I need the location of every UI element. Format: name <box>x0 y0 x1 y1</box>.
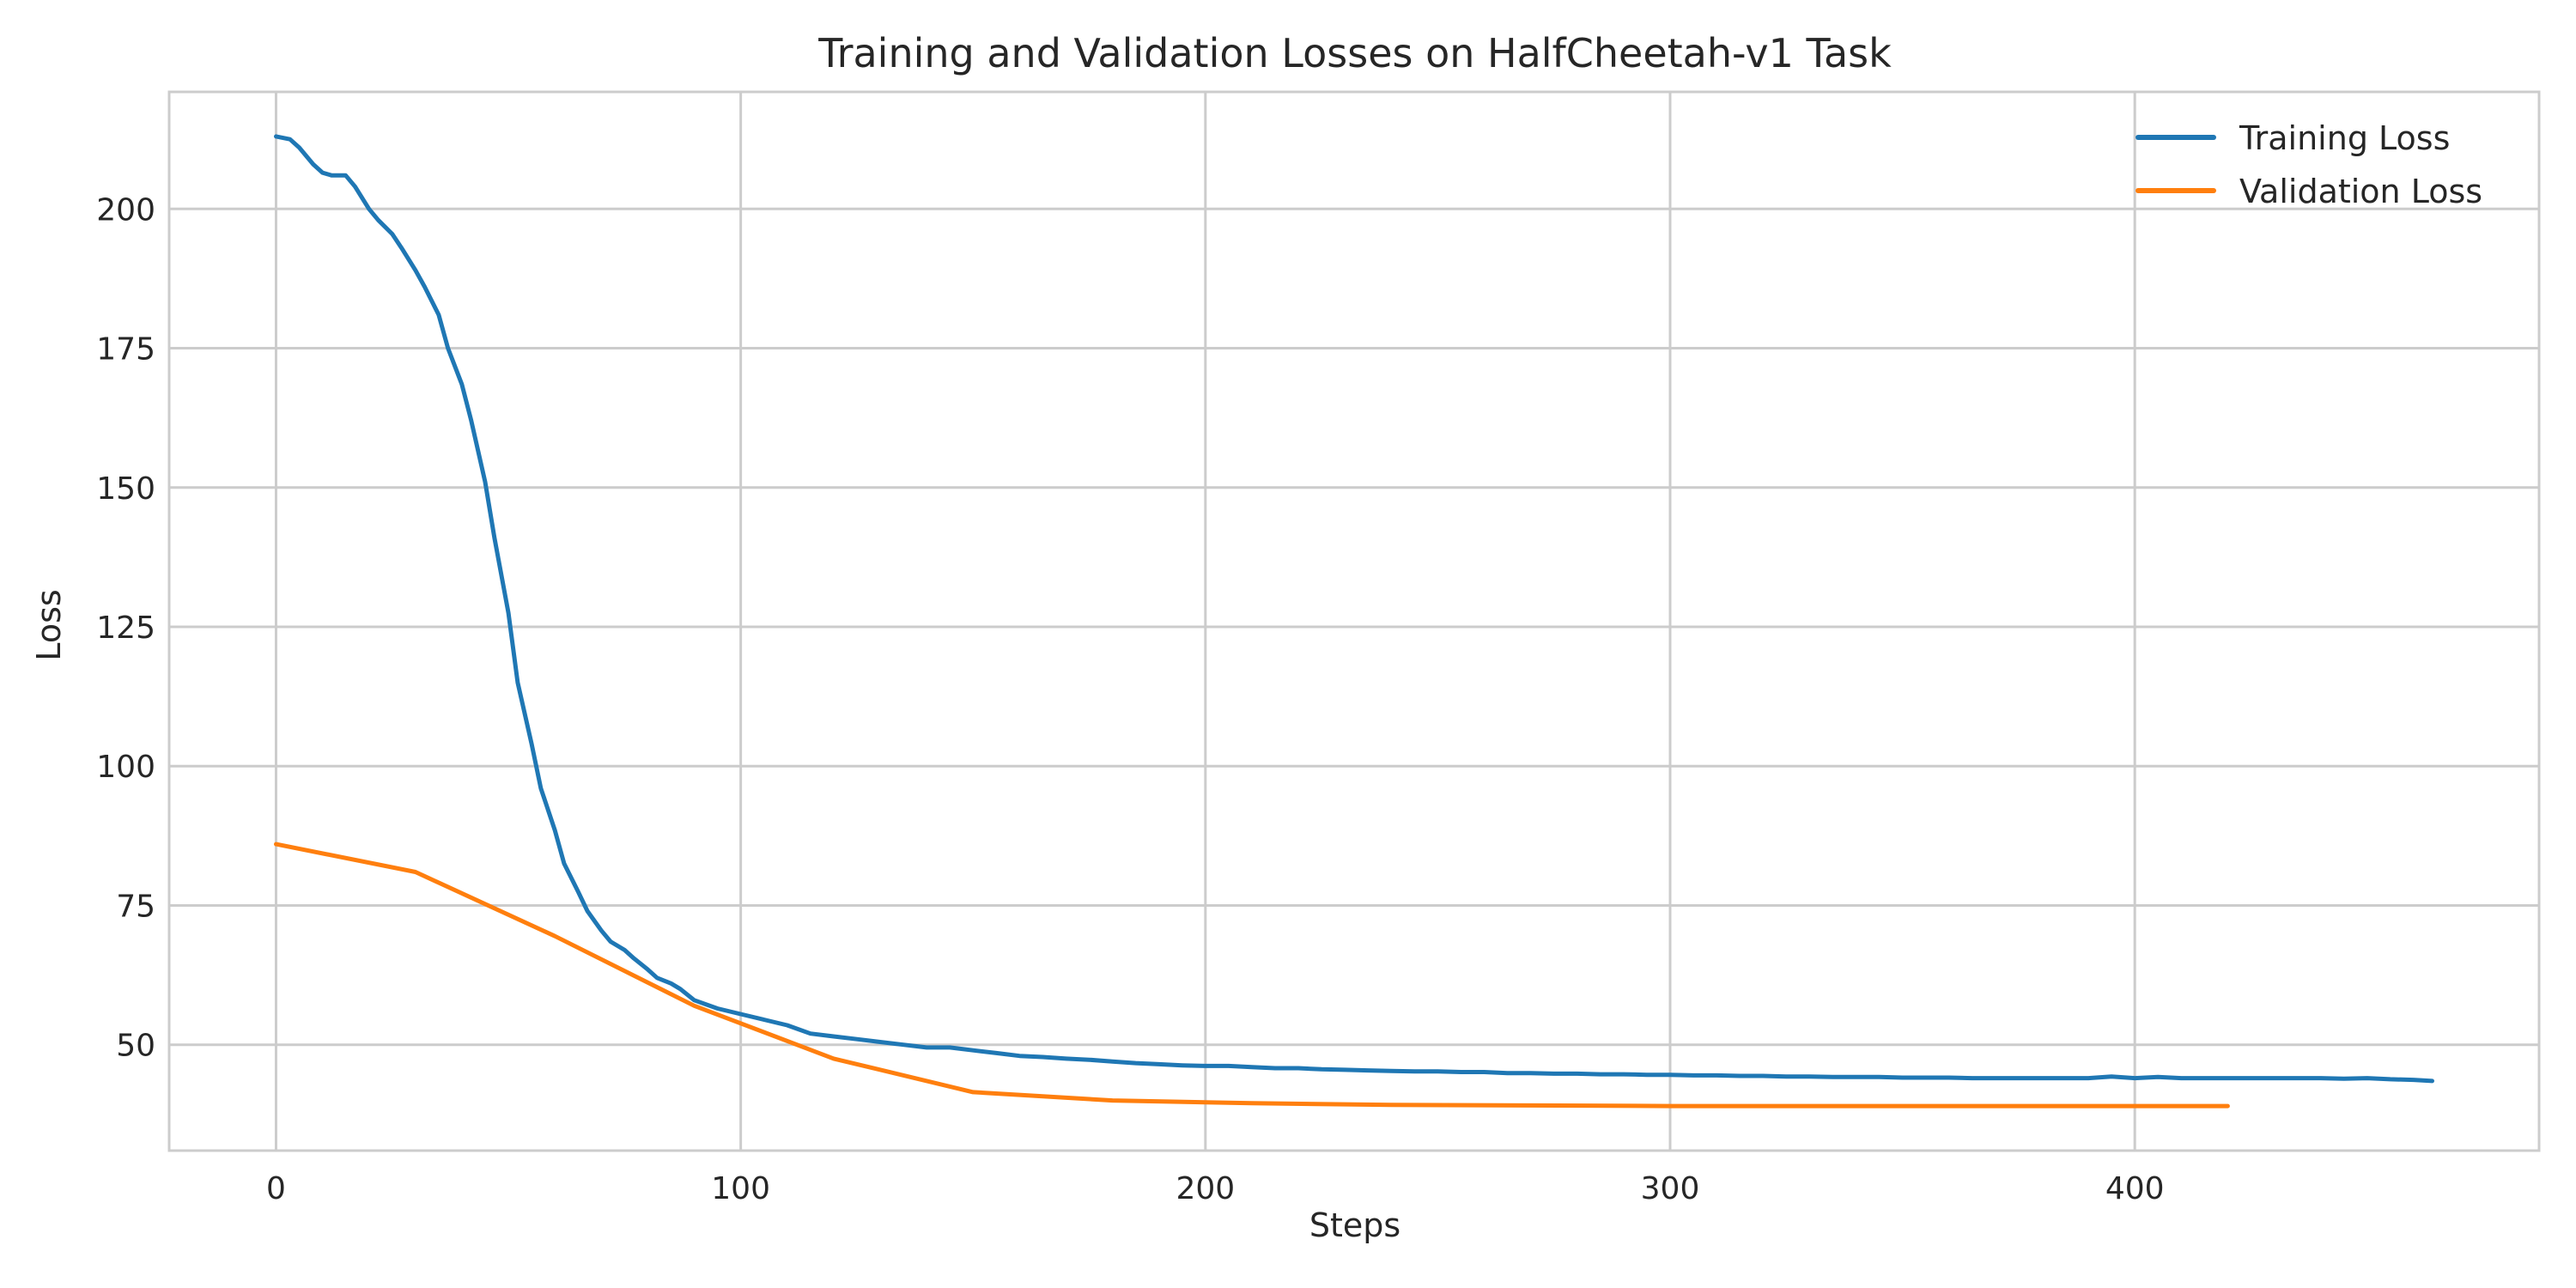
y-axis-label: Loss <box>30 589 68 660</box>
y-tick-label: 100 <box>96 750 155 785</box>
x-tick-label: 0 <box>266 1171 286 1206</box>
plot-area <box>274 134 2434 1109</box>
y-tick-label: 150 <box>96 471 155 507</box>
x-tick-label: 100 <box>711 1171 770 1206</box>
chart-title: Training and Validation Losses on HalfCh… <box>817 30 1892 76</box>
series-line-training-loss <box>274 134 2434 1084</box>
legend-label: Training Loss <box>2239 119 2450 157</box>
plot-frame <box>167 90 2541 1152</box>
legend: Training Loss Validation Loss <box>2136 119 2482 210</box>
x-tick-label: 400 <box>2105 1171 2165 1206</box>
series-line-validation-loss <box>274 841 2230 1109</box>
tick-labels: 0 100 200 300 400 50 75 100 125 150 175 200 <box>96 192 2164 1206</box>
x-tick-label: 300 <box>1641 1171 1700 1206</box>
legend-label: Validation Loss <box>2239 173 2482 210</box>
y-tick-label: 75 <box>116 889 155 924</box>
y-tick-label: 175 <box>96 332 155 368</box>
y-tick-label: 200 <box>96 192 155 228</box>
x-axis-label: Steps <box>1309 1206 1400 1244</box>
grid-lines <box>169 92 2539 1151</box>
y-tick-label: 50 <box>116 1029 155 1064</box>
x-tick-label: 200 <box>1176 1171 1235 1206</box>
y-tick-label: 125 <box>96 611 155 646</box>
